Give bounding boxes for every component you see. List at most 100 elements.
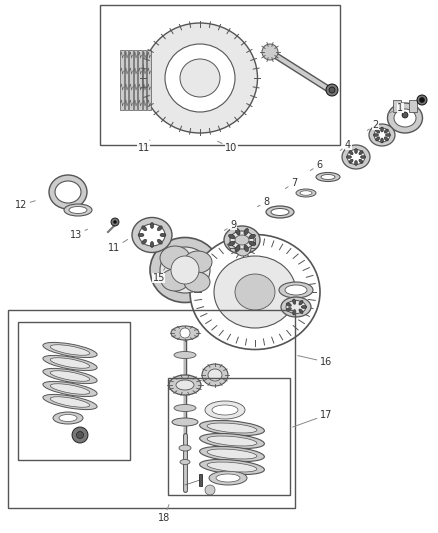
Ellipse shape [216,474,240,482]
Ellipse shape [50,358,90,368]
Ellipse shape [207,436,257,446]
Ellipse shape [157,239,162,244]
Text: 11: 11 [138,140,150,153]
Ellipse shape [299,309,303,313]
Ellipse shape [207,462,257,472]
Ellipse shape [249,235,255,239]
Ellipse shape [207,449,257,459]
Ellipse shape [349,159,353,163]
Circle shape [111,218,119,226]
Bar [8,310,295,508]
Bar [198,474,201,486]
Ellipse shape [180,59,220,97]
Ellipse shape [286,301,306,313]
Ellipse shape [229,235,235,239]
Ellipse shape [369,124,395,146]
Ellipse shape [381,127,384,132]
Ellipse shape [50,397,90,407]
Ellipse shape [160,246,190,270]
Ellipse shape [49,175,87,209]
Text: 18: 18 [158,505,170,523]
Ellipse shape [208,369,222,381]
Ellipse shape [230,231,254,249]
Ellipse shape [212,405,238,415]
Text: 13: 13 [70,229,88,240]
Bar [120,50,124,110]
Text: 17: 17 [293,410,332,427]
Circle shape [420,98,424,102]
Bar [125,50,128,110]
Ellipse shape [205,401,245,419]
Ellipse shape [285,285,307,295]
Circle shape [326,84,338,96]
Ellipse shape [179,445,191,451]
Ellipse shape [249,241,255,246]
Ellipse shape [354,149,357,154]
Text: 8: 8 [258,197,269,207]
Text: 10: 10 [218,141,237,153]
Circle shape [235,240,251,256]
Ellipse shape [347,149,365,165]
Text: 4: 4 [340,140,351,150]
Ellipse shape [360,156,365,158]
Ellipse shape [359,159,363,163]
Ellipse shape [244,245,248,252]
Ellipse shape [394,109,416,127]
Ellipse shape [50,345,90,356]
Bar [168,378,290,495]
Ellipse shape [388,103,423,133]
Circle shape [262,44,278,60]
Ellipse shape [64,204,92,216]
Ellipse shape [281,297,311,317]
Bar [138,50,142,110]
Bar [147,50,151,110]
Ellipse shape [296,189,316,197]
Bar [100,5,340,145]
Ellipse shape [293,310,296,315]
Ellipse shape [150,241,154,247]
Ellipse shape [279,282,313,298]
Ellipse shape [169,375,201,395]
Ellipse shape [236,228,240,235]
Ellipse shape [160,247,210,293]
Ellipse shape [161,269,189,291]
Circle shape [205,485,215,495]
Ellipse shape [200,459,265,474]
Ellipse shape [176,380,194,390]
Ellipse shape [132,217,172,253]
Text: 12: 12 [14,200,35,210]
Ellipse shape [200,447,265,462]
Ellipse shape [190,235,320,350]
Ellipse shape [200,421,265,435]
Bar [129,50,133,110]
Ellipse shape [184,251,212,273]
Circle shape [113,221,117,223]
Ellipse shape [43,342,97,358]
Ellipse shape [376,137,380,141]
Bar [134,50,137,110]
Bar [143,50,146,110]
Ellipse shape [346,156,352,158]
Ellipse shape [301,305,307,309]
Ellipse shape [271,208,289,215]
Ellipse shape [359,151,363,155]
Ellipse shape [180,459,190,464]
Ellipse shape [235,274,275,310]
Ellipse shape [150,222,154,229]
Ellipse shape [236,245,240,252]
Ellipse shape [142,23,258,133]
Text: 2: 2 [367,120,378,131]
Ellipse shape [235,235,249,245]
Ellipse shape [142,239,147,244]
Bar [409,100,417,112]
Circle shape [402,112,408,118]
Ellipse shape [374,133,378,136]
Ellipse shape [174,351,196,359]
Text: 15: 15 [152,268,165,283]
Ellipse shape [165,44,235,112]
Ellipse shape [160,233,166,237]
Bar [18,322,130,460]
Text: 16: 16 [298,356,332,367]
Ellipse shape [200,433,265,449]
Ellipse shape [50,384,90,394]
